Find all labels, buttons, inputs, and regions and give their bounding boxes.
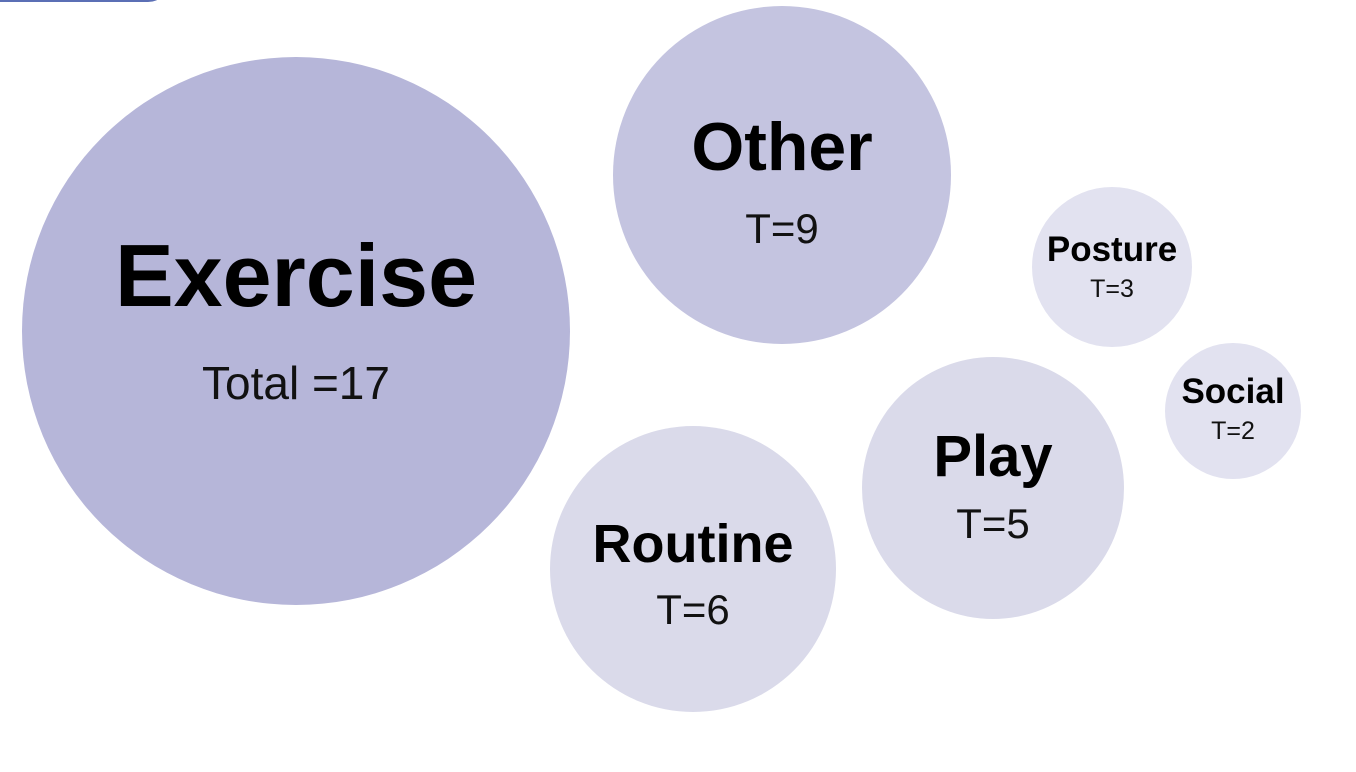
corner-tab-decoration [0, 0, 170, 2]
bubble-value-routine: T=6 [656, 586, 730, 633]
bubbles-layer: Exercise Total =17 Other T=9 Posture T=3 Socia… [22, 6, 1301, 712]
bubble-value-posture: T=3 [1090, 275, 1134, 303]
bubble-label-play: Play [933, 424, 1052, 489]
bubble-circle-play [862, 357, 1124, 619]
bubble-label-posture: Posture [1047, 230, 1177, 269]
bubble-value-social: T=2 [1211, 417, 1255, 445]
bubble-label-other: Other [691, 109, 872, 185]
bubble-value-play: T=5 [956, 500, 1030, 547]
bubble-play: Play T=5 [862, 357, 1124, 619]
bubble-label-routine: Routine [593, 514, 794, 574]
bubble-exercise: Exercise Total =17 [22, 57, 570, 605]
bubble-circle-other [613, 6, 951, 344]
bubble-routine: Routine T=6 [550, 426, 836, 712]
bubble-other: Other T=9 [613, 6, 951, 344]
bubble-circle-exercise [22, 57, 570, 605]
bubble-value-exercise: Total =17 [202, 357, 390, 409]
bubble-label-exercise: Exercise [115, 226, 477, 325]
bubble-label-social: Social [1181, 372, 1284, 411]
bubble-value-other: T=9 [745, 205, 819, 252]
bubble-circle-posture [1032, 187, 1192, 347]
bubble-posture: Posture T=3 [1032, 187, 1192, 347]
bubble-social: Social T=2 [1165, 343, 1301, 479]
bubble-circle-routine [550, 426, 836, 712]
bubble-circle-social [1165, 343, 1301, 479]
